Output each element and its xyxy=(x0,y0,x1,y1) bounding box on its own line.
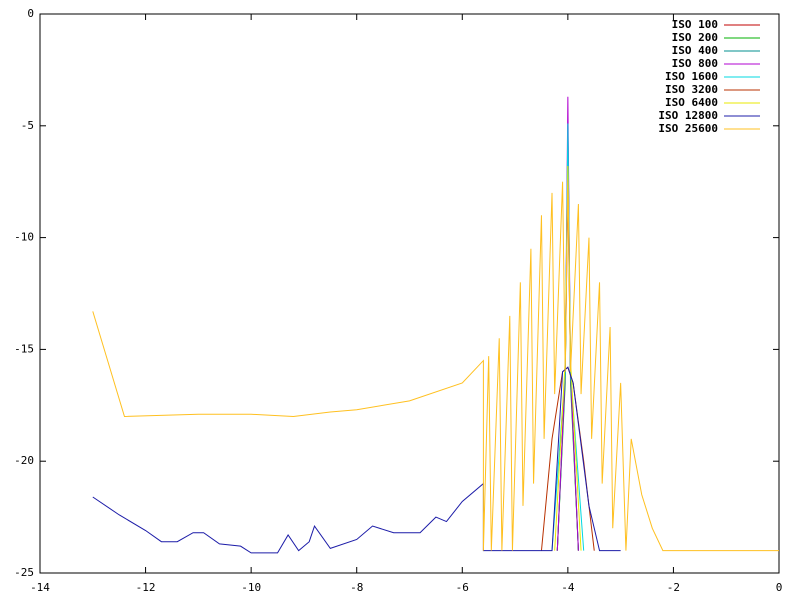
y-tick-label: -20 xyxy=(14,454,34,467)
legend-label: ISO 6400 xyxy=(665,96,718,109)
legend-label: ISO 3200 xyxy=(665,83,718,96)
x-tick-label: -4 xyxy=(561,581,575,594)
series-line xyxy=(540,366,595,551)
y-tick-label: -15 xyxy=(14,342,34,355)
y-tick-label: -5 xyxy=(21,119,34,132)
x-tick-label: -10 xyxy=(241,581,261,594)
series-line xyxy=(92,179,779,552)
x-tick-label: -8 xyxy=(350,581,363,594)
legend-label: ISO 400 xyxy=(672,44,718,57)
series-line xyxy=(92,366,621,554)
series-line xyxy=(554,166,582,551)
x-tick-label: -2 xyxy=(667,581,680,594)
legend-label: ISO 100 xyxy=(672,18,718,31)
x-tick-label: -14 xyxy=(30,581,50,594)
series-line xyxy=(556,96,579,551)
y-tick-label: -10 xyxy=(14,231,34,244)
legend-label: ISO 1600 xyxy=(665,70,718,83)
legend-label: ISO 25600 xyxy=(658,122,718,135)
x-tick-label: -12 xyxy=(136,581,156,594)
plot-frame xyxy=(39,13,780,574)
x-tick-label: 0 xyxy=(776,581,783,594)
legend-label: ISO 800 xyxy=(672,57,718,70)
legend-label: ISO 200 xyxy=(672,31,718,44)
x-tick-label: -6 xyxy=(456,581,469,594)
legend-label: ISO 12800 xyxy=(658,109,718,122)
y-tick-label: -25 xyxy=(14,566,34,579)
y-tick-label: 0 xyxy=(27,7,34,20)
